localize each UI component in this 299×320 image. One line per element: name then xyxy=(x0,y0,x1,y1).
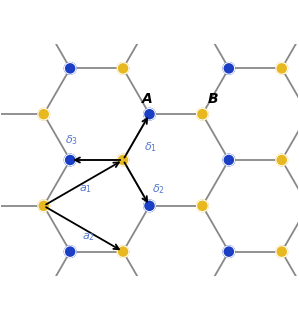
Circle shape xyxy=(117,154,129,166)
Text: $\delta_2$: $\delta_2$ xyxy=(152,182,165,196)
Circle shape xyxy=(38,200,50,212)
Circle shape xyxy=(64,246,76,257)
Circle shape xyxy=(64,154,76,166)
Text: B: B xyxy=(208,92,218,106)
Text: $\delta_3$: $\delta_3$ xyxy=(65,133,78,147)
Circle shape xyxy=(117,63,129,74)
Text: $\delta_1$: $\delta_1$ xyxy=(144,140,157,154)
Circle shape xyxy=(223,63,235,74)
Text: $a_2$: $a_2$ xyxy=(82,231,95,243)
Circle shape xyxy=(276,246,288,257)
Circle shape xyxy=(196,108,208,120)
Circle shape xyxy=(144,200,155,212)
Text: A: A xyxy=(141,92,152,106)
Circle shape xyxy=(64,63,76,74)
Text: $a_1$: $a_1$ xyxy=(80,183,93,195)
Circle shape xyxy=(223,154,235,166)
Circle shape xyxy=(276,63,288,74)
Circle shape xyxy=(276,154,288,166)
Circle shape xyxy=(38,108,50,120)
Circle shape xyxy=(117,246,129,257)
Circle shape xyxy=(144,108,155,120)
Circle shape xyxy=(196,200,208,212)
Circle shape xyxy=(223,246,235,257)
